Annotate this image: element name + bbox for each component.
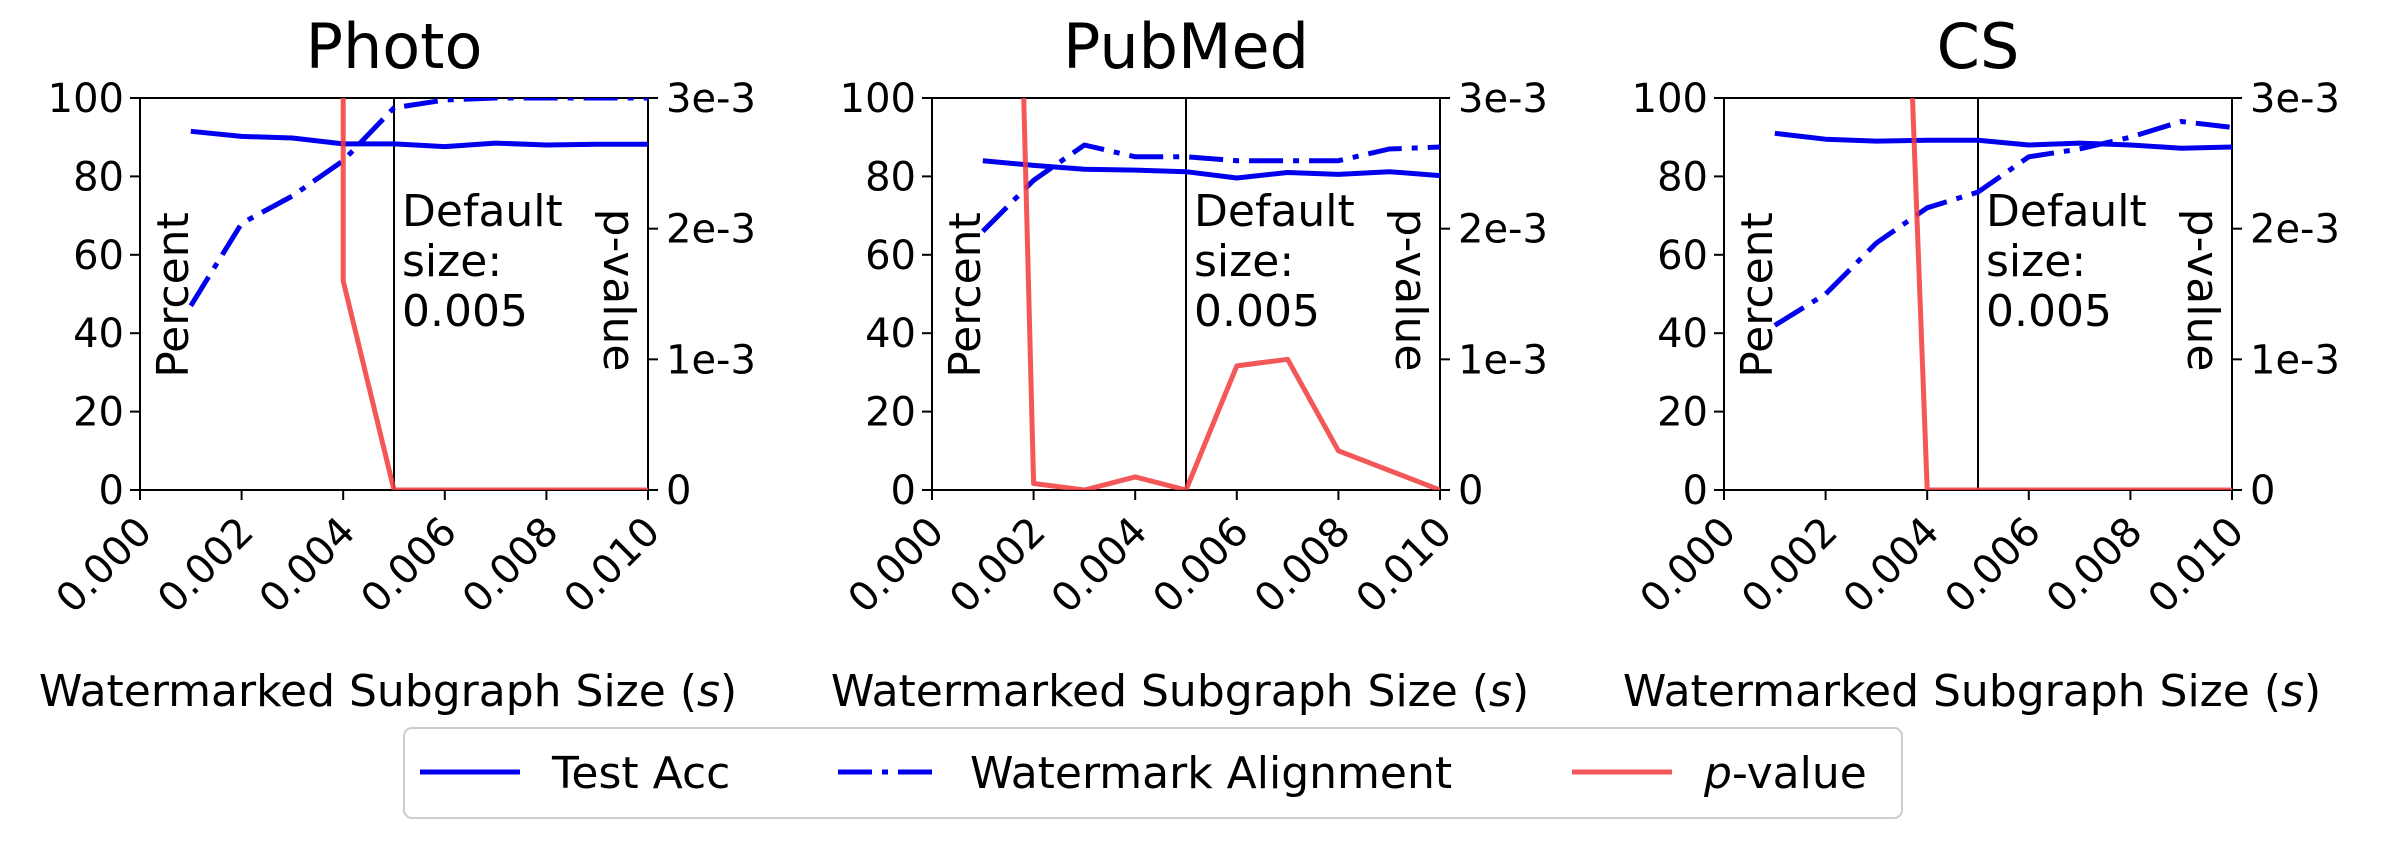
right-tick-label: 1e-3 — [1458, 337, 1548, 383]
x-tick-label: 0.004 — [251, 509, 365, 623]
x-axis-label: Watermarked Subgraph Size (s) — [831, 666, 1529, 717]
x-tick-label: 0.006 — [1936, 509, 2050, 623]
legend-label: Watermark Alignment — [970, 748, 1452, 799]
legend-label: p-value — [1703, 748, 1867, 799]
left-tick-label: 100 — [840, 76, 916, 122]
x-tick-label: 0.008 — [2038, 509, 2152, 623]
panel-1: PubMed02040608010001e-32e-33e-30.0000.00… — [831, 10, 1548, 717]
left-tick-label: 60 — [1657, 233, 1708, 279]
x-tick-label: 0.010 — [556, 509, 670, 623]
default-size-annotation: 0.005 — [1194, 286, 1320, 337]
x-tick-label: 0.006 — [352, 509, 466, 623]
series-line-test-acc — [190, 128, 648, 150]
left-axis-label: Percent — [1732, 212, 1783, 378]
left-tick-label: 60 — [865, 233, 916, 279]
right-tick-label: 3e-3 — [2250, 76, 2340, 122]
x-tick-label: 0.002 — [149, 509, 263, 623]
right-tick-label: 0 — [666, 468, 691, 514]
right-tick-label: 0 — [2250, 468, 2275, 514]
series-line-test-acc — [982, 158, 1440, 181]
right-tick-label: 2e-3 — [666, 207, 756, 253]
legend-box — [403, 727, 1903, 819]
x-tick-label: 0.004 — [1043, 509, 1157, 623]
right-tick-label: 2e-3 — [1458, 207, 1548, 253]
left-tick-label: 40 — [865, 311, 916, 357]
left-tick-label: 0 — [99, 468, 124, 514]
left-tick-label: 40 — [73, 311, 124, 357]
x-axis-label: Watermarked Subgraph Size (s) — [1623, 666, 2321, 717]
left-tick-label: 20 — [865, 390, 916, 436]
right-tick-label: 0 — [1458, 468, 1483, 514]
default-size-annotation: 0.005 — [402, 286, 528, 337]
x-tick-label: 0.004 — [1835, 509, 1949, 623]
right-tick-label: 3e-3 — [666, 76, 756, 122]
right-axis-label: p-value — [593, 209, 644, 372]
left-axis-label: Percent — [148, 212, 199, 378]
legend-label: Test Acc — [551, 748, 730, 799]
x-tick-label: 0.010 — [1348, 509, 1462, 623]
panel-title: Photo — [306, 10, 483, 83]
series-line-watermark-alignment — [1773, 119, 2232, 328]
left-tick-label: 80 — [1657, 154, 1708, 200]
legend: Test Acc Watermark Alignment p-value — [403, 727, 1903, 819]
panel-title: PubMed — [1063, 10, 1309, 83]
panel-2: CS02040608010001e-32e-33e-30.0000.0020.0… — [1623, 10, 2340, 717]
panel-title: CS — [1937, 10, 2020, 83]
default-size-annotation: size: — [1194, 236, 1294, 287]
right-tick-label: 1e-3 — [2250, 337, 2340, 383]
series-line-p-value — [1021, 98, 1440, 490]
series-line-watermark-alignment — [188, 98, 648, 308]
x-tick-label: 0.000 — [840, 509, 954, 623]
x-tick-label: 0.000 — [1632, 509, 1746, 623]
left-tick-label: 40 — [1657, 311, 1708, 357]
default-size-annotation: size: — [1986, 236, 2086, 287]
x-tick-label: 0.006 — [1144, 509, 1258, 623]
left-tick-label: 60 — [73, 233, 124, 279]
panel-0: Photo 0 20 40 60 80 100 0 1e-3 2e-3 3e-3 0.0000.002… — [39, 10, 756, 717]
x-tick-label: 0.000 — [48, 509, 162, 623]
series-line-p-value — [340, 98, 648, 490]
x-tick-label: 0.008 — [454, 509, 568, 623]
default-size-annotation: Default — [1986, 186, 2147, 237]
series-line-watermark-alignment — [981, 142, 1440, 234]
x-tick-label: 0.008 — [1246, 509, 1360, 623]
default-size-annotation: 0.005 — [1986, 286, 2112, 337]
left-tick-label: 0 — [1683, 468, 1708, 514]
right-axis-label: p-value — [2177, 209, 2228, 372]
x-axis-label: Watermarked Subgraph Size (s) — [39, 666, 737, 717]
x-tick-label: 0.002 — [941, 509, 1055, 623]
default-size-annotation: Default — [402, 186, 563, 237]
right-tick-label: 2e-3 — [2250, 207, 2340, 253]
left-tick-label: 0 — [891, 468, 916, 514]
right-tick-label: 1e-3 — [666, 337, 756, 383]
series-line-test-acc — [1774, 130, 2232, 151]
left-tick-label: 20 — [1657, 390, 1708, 436]
right-tick-label: 3e-3 — [1458, 76, 1548, 122]
default-size-annotation: Default — [1194, 186, 1355, 237]
left-tick-label: 20 — [73, 390, 124, 436]
left-tick-label: 100 — [1632, 76, 1708, 122]
default-size-annotation: size: — [402, 236, 502, 287]
left-axis-label: Percent — [940, 212, 991, 378]
left-tick-label: 80 — [73, 154, 124, 200]
left-tick-label: 80 — [865, 154, 916, 200]
right-axis-label: p-value — [1385, 209, 1436, 372]
x-tick-label: 0.010 — [2140, 509, 2254, 623]
left-tick-label: 100 — [48, 76, 124, 122]
x-tick-label: 0.002 — [1733, 509, 1847, 623]
